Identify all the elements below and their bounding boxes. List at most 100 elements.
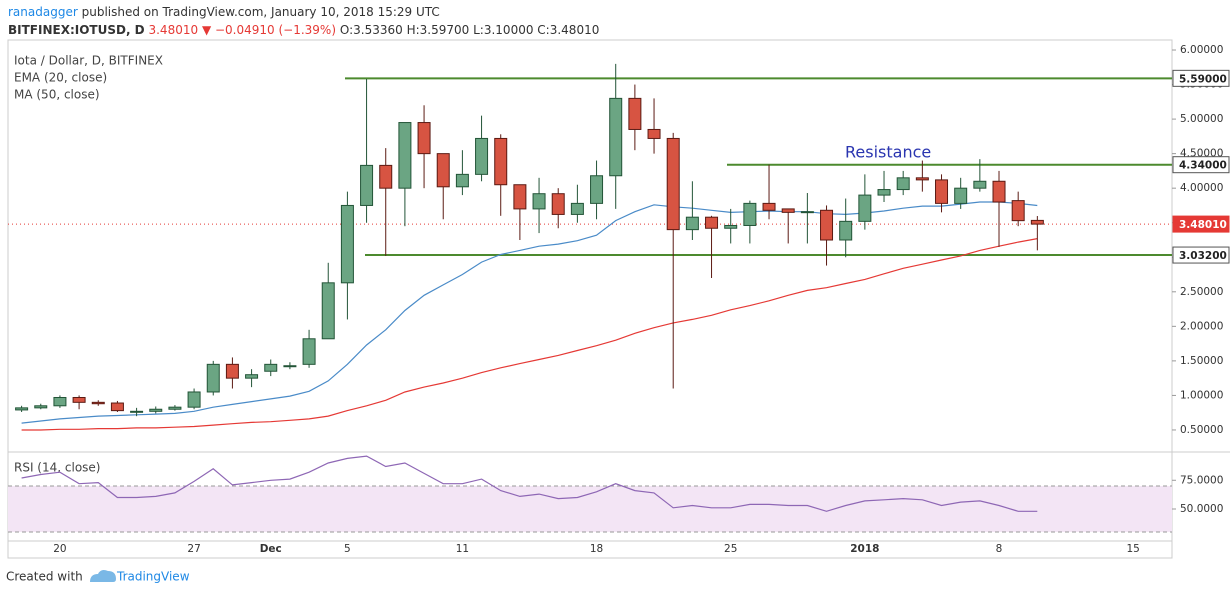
x-tick-label: 15 [1126,543,1139,555]
y-tick-label: 0.50000 [1180,424,1223,436]
indicator-label: EMA (20, close) [14,71,107,85]
y-tick-label: 1.00000 [1180,389,1223,401]
candle-body [15,407,29,411]
x-tick-label: 25 [724,543,737,555]
candle-body [839,220,853,241]
x-tick-label: Dec [260,543,282,555]
candle-body [570,202,584,215]
y-tick-label: 5.00000 [1180,113,1223,125]
candle-body [494,137,508,186]
indicator-line [21,238,1038,431]
candle-body [858,194,872,222]
candle-body [283,365,297,368]
candle-body [800,211,814,214]
candle-body [762,202,776,211]
candle-body [110,402,124,412]
candle-body [130,410,144,413]
candle-body [935,179,949,204]
candle-body [475,137,489,175]
footer-brand[interactable]: TradingView [116,570,190,584]
author[interactable]: ranadagger [8,5,78,19]
logo [90,570,116,582]
price-badge [1172,69,1230,87]
candle-body [417,122,431,155]
candle-body [302,338,316,365]
published: published on TradingView.com, January 10… [82,5,440,19]
ohlc-key: C: [537,23,549,37]
y-tick-label: 2.50000 [1180,286,1223,298]
plot-frame [7,39,1173,559]
price-badge-label: 3.03200 [1179,250,1227,262]
candle-body [666,137,680,231]
y-tick-label: 6.00000 [1180,44,1223,56]
price-badge [1172,246,1230,264]
candle-body [264,363,278,372]
candle-body [225,363,239,379]
candle-body [705,216,719,229]
candle-body [915,177,929,181]
ohlc-value: 3.48010 [550,23,600,37]
y-tick-label: 75.0000 [1180,474,1223,486]
price-badge [1172,156,1230,174]
candle-body [820,209,834,241]
price-badge-label: 5.59000 [1179,73,1227,85]
ohlc-value: 3.59700 [420,23,470,37]
candle-body [91,401,105,405]
ohlc-key: O: [340,23,353,37]
header-line: ranadagger published on TradingView.com,… [8,5,440,19]
x-tick-label: 8 [996,543,1003,555]
x-tick-label: 20 [53,543,66,555]
candle-body [743,202,757,226]
candle-body [513,184,527,210]
rsi-band [8,486,1172,532]
candle-body [877,189,891,196]
pane-title: Iota / Dollar, D, BITFINEX [14,54,163,68]
candle-body [532,193,546,210]
indicator-label: RSI (14, close) [14,461,100,475]
symbol-line: BITFINEX:IOTUSD, D 3.48010 ▼ −0.04910 (−… [8,23,599,37]
candle-body [954,187,968,204]
candle-body [245,374,259,379]
candle-body [168,406,182,410]
candle-body [436,153,450,188]
y-tick-label: 50.0000 [1180,503,1223,515]
x-tick-label: 5 [344,543,351,555]
candle-body [724,224,738,229]
candle-body [781,208,795,213]
symbol: BITFINEX:IOTUSD, D [8,23,145,37]
candle-body [1011,200,1025,222]
candle-body [398,122,412,189]
ohlc-key: L: [473,23,484,37]
annotation: Resistance [845,143,931,162]
candle-body [340,204,354,284]
price-badge-label: 3.48010 [1179,219,1227,231]
candle-body [34,405,48,409]
price-badge [1172,215,1230,233]
candle-body [455,173,469,188]
candle-body [53,396,67,407]
candle-body [379,164,393,189]
price-badge-label: 4.34000 [1179,160,1227,172]
candle-body [321,282,335,340]
candle-body [896,177,910,191]
candle-body [149,408,163,412]
candle-body [187,391,201,408]
candle-body [1030,219,1044,225]
candle-body [551,193,565,215]
candle-body [973,180,987,189]
y-tick-label: 4.00000 [1180,182,1223,194]
candle-body [609,97,623,177]
ohlc-value: 3.10000 [484,23,534,37]
x-tick-label: 11 [456,543,469,555]
candle-body [628,97,642,130]
footer-text: Created with [6,570,83,584]
y-tick-label: 1.50000 [1180,355,1223,367]
candle-body [992,180,1006,203]
ohlc-key: H: [407,23,420,37]
y-tick-label: 2.00000 [1180,320,1223,332]
candle-body [360,164,374,206]
candle-body [206,363,220,393]
price: 3.48010 [148,23,198,37]
candle-body [72,396,86,403]
